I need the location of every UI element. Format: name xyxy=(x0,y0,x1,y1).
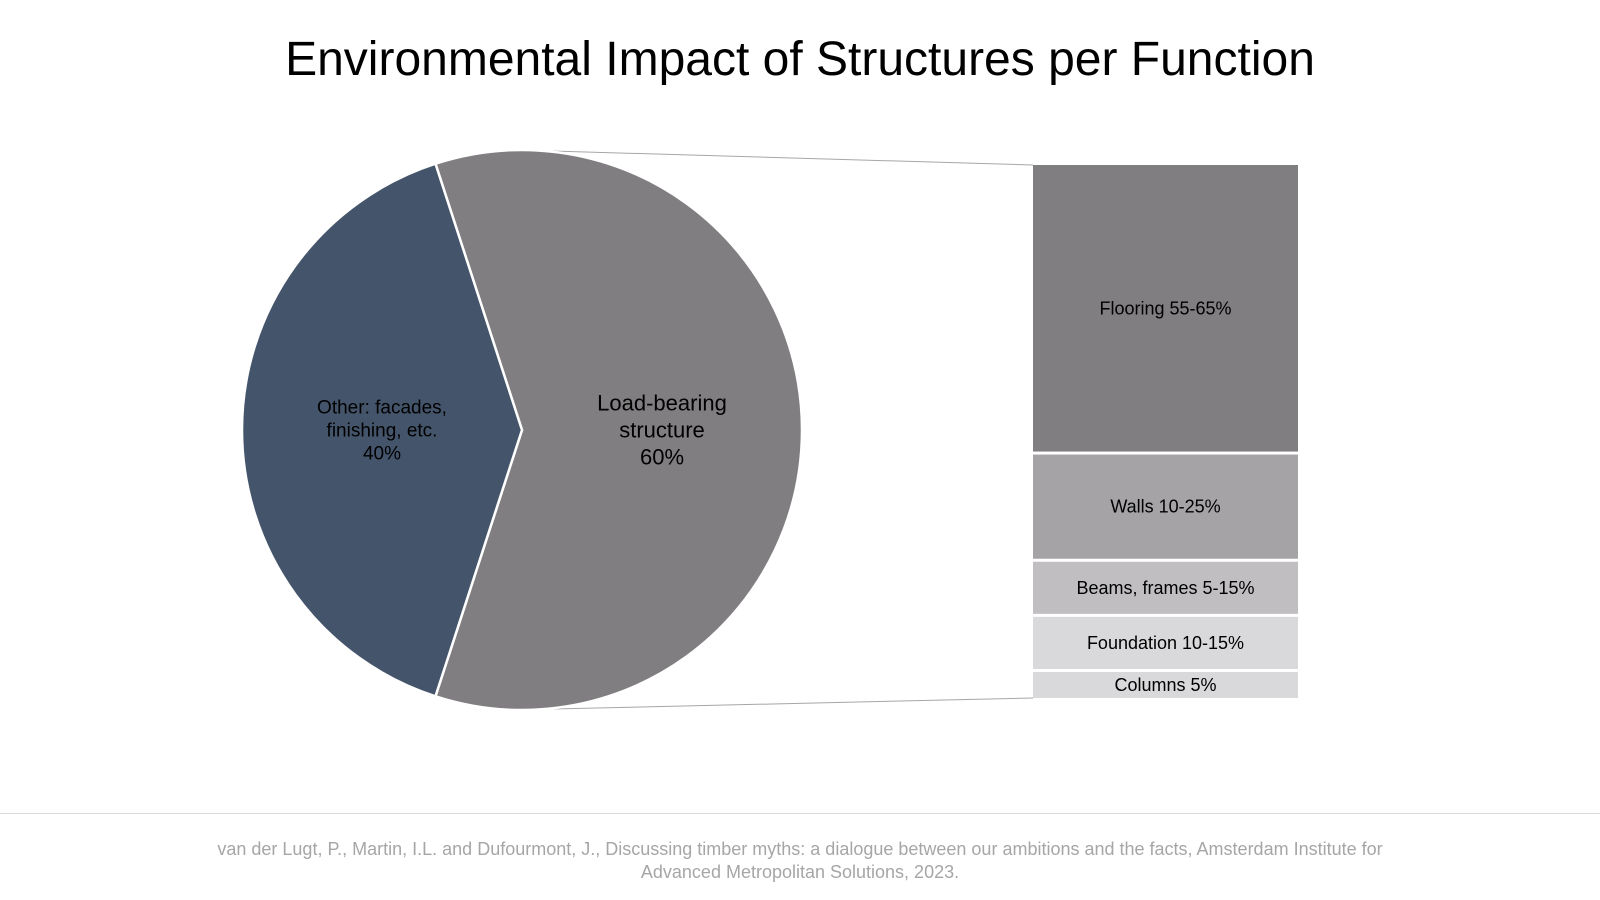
pie-label-load-bearing: Load-bearing structure 60% xyxy=(597,391,727,470)
bar-label-walls: Walls 10-25% xyxy=(1110,497,1220,517)
bar-label-flooring: Flooring 55-65% xyxy=(1099,298,1231,318)
pie-label-other-facades: Other: facades, finishing, etc. 40% xyxy=(317,398,447,465)
connector-top xyxy=(551,150,1034,166)
bar-segment-foundation xyxy=(1033,616,1298,669)
bar-segment-beams xyxy=(1033,561,1298,614)
source-citation: van der Lugt, P., Martin, I.L. and Dufou… xyxy=(217,839,1383,882)
bar-label-foundation: Foundation 10-15% xyxy=(1087,633,1244,653)
breakdown-bar: Flooring 55-65% Walls 10-25% Beams, frames… xyxy=(1033,165,1298,698)
pie-slice-other-facades xyxy=(240,162,524,698)
bar-segment-columns xyxy=(1033,671,1298,698)
connector-bottom xyxy=(551,697,1034,710)
connector-lines xyxy=(551,150,1034,710)
footer-divider xyxy=(0,813,1600,814)
chart-title: Environmental Impact of Structures per F… xyxy=(285,33,1315,86)
pie: Load-bearing structure 60% Other: facades, f… xyxy=(240,148,804,712)
bar-segment-flooring xyxy=(1033,165,1298,452)
bar-label-columns: Columns 5% xyxy=(1114,675,1216,695)
bar-label-beams: Beams, frames 5-15% xyxy=(1076,578,1254,598)
pie-slice-load-bearing xyxy=(433,148,804,712)
bar-segment-walls xyxy=(1033,454,1298,559)
